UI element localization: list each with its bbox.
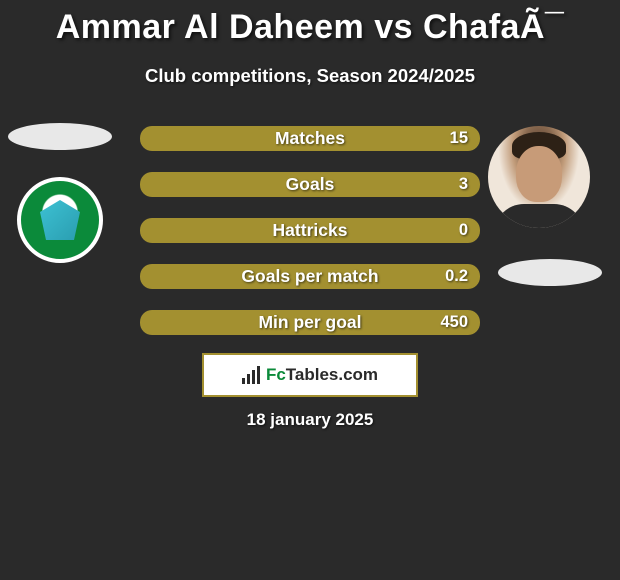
stat-value: 0.2 <box>445 267 468 286</box>
stat-label: Goals <box>286 174 335 195</box>
bar-chart-icon <box>242 366 260 384</box>
brand-text: FcTables.com <box>266 365 378 385</box>
stat-bar-matches: Matches 15 <box>140 126 480 151</box>
stat-label: Min per goal <box>258 312 361 333</box>
stat-label: Matches <box>275 128 345 149</box>
stat-bar-goals: Goals 3 <box>140 172 480 197</box>
brand-badge: FcTables.com <box>202 353 418 397</box>
stat-value: 0 <box>459 221 468 240</box>
stat-bar-goals-per-match: Goals per match 0.2 <box>140 264 480 289</box>
club-logo-icon <box>40 200 80 240</box>
stat-bar-hattricks: Hattricks 0 <box>140 218 480 243</box>
stat-value: 3 <box>459 175 468 194</box>
left-club-logo <box>17 177 103 263</box>
stat-bars: Matches 15 Goals 3 Hattricks 0 Goals per… <box>140 126 480 356</box>
stat-label: Goals per match <box>241 266 378 287</box>
page-title: Ammar Al Daheem vs ChafaÃ¯ <box>0 0 620 47</box>
left-player-ellipse <box>8 123 112 150</box>
stat-value: 450 <box>440 313 468 332</box>
stat-value: 15 <box>450 129 468 148</box>
date-label: 18 january 2025 <box>0 410 620 430</box>
right-player-avatar <box>488 126 590 228</box>
subtitle: Club competitions, Season 2024/2025 <box>0 65 620 87</box>
stat-bar-min-per-goal: Min per goal 450 <box>140 310 480 335</box>
stat-label: Hattricks <box>273 220 348 241</box>
right-player-ellipse <box>498 259 602 286</box>
